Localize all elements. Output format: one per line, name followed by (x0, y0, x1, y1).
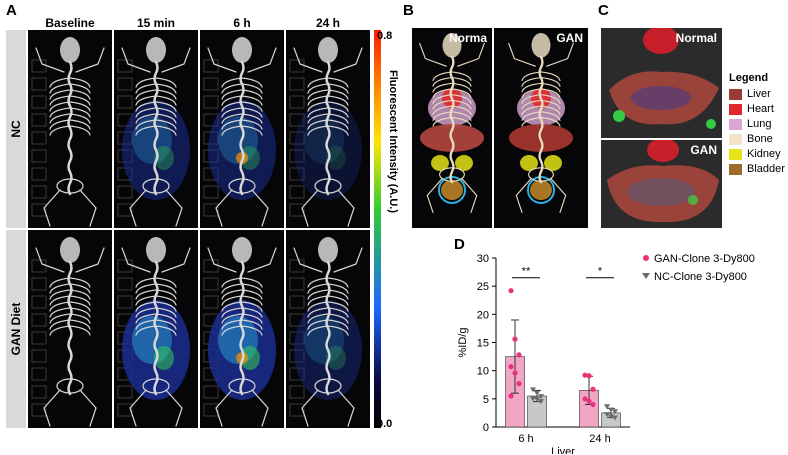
row-label-nc: NC (6, 30, 26, 228)
data-point (516, 381, 522, 387)
y-axis-label: %ID/g (457, 328, 469, 358)
data-point (586, 398, 592, 404)
y-tick-label: 10 (477, 366, 489, 378)
col-head-baseline: Baseline (45, 16, 95, 30)
data-point (512, 336, 518, 342)
colorbar-max: 0.8 (377, 30, 393, 42)
y-tick-label: 20 (477, 309, 489, 321)
data-point (538, 394, 544, 400)
data-point (604, 404, 610, 410)
organ-legend-swatch (729, 119, 742, 130)
data-point (508, 364, 514, 370)
data-point (612, 409, 618, 415)
panel-a-image-gan-diet-24h (286, 230, 370, 428)
organ-legend: Legend Liver Heart Lung Bone Kidney Bladder (729, 72, 787, 182)
x-axis-label: Liver (551, 446, 575, 454)
panel-b-gan-label: GAN (556, 31, 583, 45)
data-point (534, 396, 540, 402)
organ-legend-title: Legend (729, 72, 769, 84)
y-tick-label: 5 (483, 394, 489, 406)
col-head-6h: 6 h (233, 16, 251, 30)
organ-legend-swatch (729, 134, 742, 145)
colorbar-min: 0.0 (377, 418, 393, 430)
y-tick-label: 15 (477, 338, 489, 350)
legend-marker (642, 273, 650, 279)
panel-b-normal-label: Norma (448, 31, 487, 45)
legend-label: GAN-Clone 3-Dy800 (654, 253, 755, 265)
panel-c-gan-image: GAN (601, 140, 722, 228)
data-point (604, 412, 610, 418)
data-point (508, 393, 514, 399)
organ-legend-label: Bone (747, 133, 773, 145)
panel-a-image-nc-baseline (28, 30, 112, 228)
data-point (538, 399, 544, 405)
panel-b-gan-image: GAN (494, 28, 588, 228)
y-tick-label: 25 (477, 281, 489, 293)
organ-legend-label: Heart (747, 103, 774, 115)
data-point (512, 370, 518, 376)
data-point (612, 415, 618, 421)
data-point (590, 401, 596, 408)
data-point (608, 407, 614, 413)
x-tick-label: 24 h (589, 433, 610, 445)
panel-a-image-gan-diet-baseline (28, 230, 112, 428)
organ-legend-label: Lung (747, 118, 772, 130)
panel-d-chart: 0 5 10 15 20 25 30 %ID/g 6 h ** 24 h * Liver GAN-Clon… (457, 253, 755, 454)
panel-b-normal-image: Norma (412, 28, 492, 228)
data-point (582, 372, 588, 378)
legend-label: NC-Clone 3-Dy800 (654, 271, 747, 283)
legend-marker (643, 255, 649, 261)
y-tick-label: 30 (477, 253, 489, 265)
colorbar-label: Fluorescent Intensity (A.U.) (387, 70, 399, 214)
organ-legend-swatch (729, 149, 742, 160)
panel-c-letter: C (598, 2, 609, 19)
organ-legend-label: Liver (747, 88, 771, 100)
data-point (590, 386, 596, 392)
panel-a-letter: A (6, 2, 17, 19)
col-head-15min: 15 min (136, 16, 175, 30)
organ-legend-swatch (729, 164, 742, 175)
data-point (508, 288, 514, 294)
panel-b-letter: B (403, 2, 414, 19)
panel-d-letter: D (454, 236, 465, 253)
panel-a-image-gan-diet-6h (200, 230, 284, 428)
significance-label: ** (522, 266, 531, 278)
data-point (534, 390, 540, 396)
panel-a-image-nc-6h (200, 30, 284, 228)
significance-label: * (598, 266, 603, 278)
panel-c-normal-image: Normal (601, 28, 722, 138)
panel-c-normal-label: Normal (675, 31, 717, 45)
organ-legend-swatch (729, 104, 742, 115)
data-point (582, 396, 588, 402)
data-point (516, 352, 522, 358)
colorbar (374, 30, 381, 428)
organ-legend-label: Kidney (747, 148, 781, 160)
panel-a-image-nc-24h (286, 30, 370, 228)
panel-a-image-nc-15min (114, 30, 198, 228)
data-point (530, 387, 536, 393)
data-point (586, 373, 592, 379)
panel-a-image-gan-diet-15min (114, 230, 198, 428)
y-tick-label: 0 (483, 422, 489, 434)
organ-legend-swatch (729, 89, 742, 100)
row-label-gan-diet: GAN Diet (6, 230, 26, 428)
x-tick-label: 6 h (518, 433, 533, 445)
organ-legend-label: Bladder (747, 163, 785, 175)
panel-c-gan-label: GAN (690, 143, 717, 157)
col-head-24h: 24 h (315, 16, 340, 30)
